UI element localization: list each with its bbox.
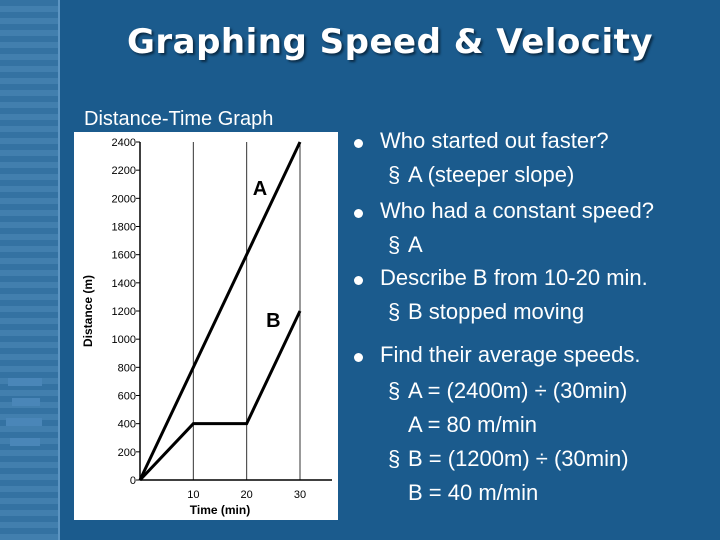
decorative-bar bbox=[6, 418, 42, 426]
y-tick-label: 1000 bbox=[112, 334, 136, 346]
bullet-dot bbox=[354, 209, 363, 218]
chart-ticks: 10 20 30 0 200 400 600 800 1000 1200 1400 1600 1800 2… bbox=[112, 137, 307, 501]
sub-bullet-text: A = (2400m) ÷ (30min) bbox=[408, 378, 628, 403]
y-tick-label: 2200 bbox=[112, 165, 136, 177]
y-tick-label: 600 bbox=[118, 391, 136, 403]
y-tick-label: 200 bbox=[118, 447, 136, 459]
decorative-bar bbox=[8, 378, 42, 386]
y-tick-label: 1200 bbox=[112, 306, 136, 318]
y-tick-label: 0 bbox=[130, 475, 136, 487]
sub-bullet-marker: § bbox=[388, 299, 401, 324]
sub-bullet-continuation: A = 80 m/min bbox=[408, 412, 538, 437]
chart-labels: Time (min) Distance (m) A B bbox=[81, 178, 281, 517]
bullet-text: Who started out faster? bbox=[380, 128, 609, 153]
distance-time-chart: 10 20 30 0 200 400 600 800 1000 1200 1400 1600 1800 2… bbox=[81, 137, 332, 517]
sub-bullet-marker: § bbox=[388, 446, 401, 471]
chart-series bbox=[138, 141, 302, 482]
y-axis-label: Distance (m) bbox=[81, 275, 95, 347]
y-tick-label: 1800 bbox=[112, 222, 136, 234]
x-tick-label: 10 bbox=[187, 489, 199, 501]
x-axis-label: Time (min) bbox=[190, 503, 250, 517]
sub-bullet: § A bbox=[388, 232, 423, 258]
slide-title: Graphing Speed & Velocity bbox=[126, 22, 654, 62]
sub-bullet-marker: § bbox=[388, 162, 401, 187]
x-tick-label: 20 bbox=[241, 489, 253, 501]
sub-bullet-text: B = (1200m) ÷ (30min) bbox=[408, 446, 629, 471]
bullet-dot bbox=[354, 139, 363, 148]
sub-bullet-marker: § bbox=[388, 378, 401, 403]
bullet-text: Who had a constant speed? bbox=[380, 198, 654, 223]
chart-grid bbox=[192, 142, 301, 480]
bullet-text: Find their average speeds. bbox=[380, 342, 641, 367]
decorative-bar bbox=[12, 398, 40, 406]
bullet-dot bbox=[354, 353, 363, 362]
sub-bullet-text: A bbox=[408, 232, 423, 257]
sub-bullet: § B stopped moving bbox=[388, 299, 584, 325]
series-line-b bbox=[138, 310, 302, 482]
strip-divider bbox=[58, 0, 60, 540]
y-tick-label: 400 bbox=[118, 419, 136, 431]
y-tick-label: 2000 bbox=[112, 193, 136, 205]
decorative-bar bbox=[10, 438, 40, 446]
x-tick-label: 30 bbox=[294, 489, 306, 501]
series-label-a: A bbox=[253, 178, 267, 200]
sub-bullet: § B = (1200m) ÷ (30min) bbox=[388, 446, 629, 472]
graph-label: Distance-Time Graph bbox=[84, 108, 274, 130]
bullet-text: Describe B from 10-20 min. bbox=[380, 265, 648, 290]
y-tick-label: 2400 bbox=[112, 137, 136, 149]
sub-bullet-continuation: B = 40 m/min bbox=[408, 480, 539, 505]
decorative-side-strip bbox=[0, 0, 60, 540]
sub-bullet-text: A (steeper slope) bbox=[408, 162, 575, 187]
series-label-b: B bbox=[266, 310, 280, 332]
sub-bullet: § A = (2400m) ÷ (30min) bbox=[388, 378, 627, 404]
sub-bullet-marker: § bbox=[388, 232, 401, 257]
y-tick-label: 800 bbox=[118, 362, 136, 374]
bullet-dot bbox=[354, 276, 363, 285]
sub-bullet: § A (steeper slope) bbox=[388, 162, 574, 188]
y-tick-label: 1400 bbox=[112, 278, 136, 290]
chart-axes bbox=[139, 142, 332, 481]
series-line-a bbox=[138, 141, 302, 481]
sub-bullet-text: B stopped moving bbox=[408, 299, 585, 324]
y-tick-label: 1600 bbox=[112, 250, 136, 262]
